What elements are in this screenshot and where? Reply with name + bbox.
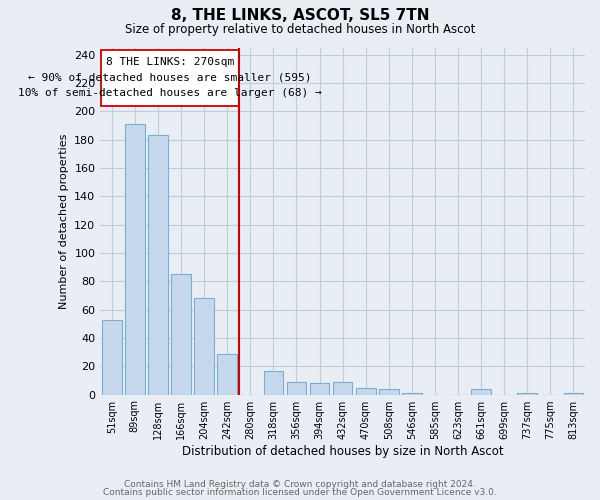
Text: 10% of semi-detached houses are larger (68) →: 10% of semi-detached houses are larger (… [18,88,322,98]
Bar [356,388,376,394]
Bar [102,320,122,394]
Bar [125,124,145,394]
Text: Contains HM Land Registry data © Crown copyright and database right 2024.: Contains HM Land Registry data © Crown c… [124,480,476,489]
Y-axis label: Number of detached properties: Number of detached properties [59,134,68,308]
Bar [148,136,168,394]
Bar [563,393,583,394]
Bar [402,393,422,394]
Text: Size of property relative to detached houses in North Ascot: Size of property relative to detached ho… [125,22,475,36]
Bar [333,382,352,394]
Bar [171,274,191,394]
Bar [287,382,306,394]
Text: Contains public sector information licensed under the Open Government Licence v3: Contains public sector information licen… [103,488,497,497]
Bar [217,354,237,395]
Bar [310,383,329,394]
Bar [194,298,214,394]
Bar [517,393,537,394]
X-axis label: Distribution of detached houses by size in North Ascot: Distribution of detached houses by size … [182,444,503,458]
Bar [472,389,491,394]
Text: 8, THE LINKS, ASCOT, SL5 7TN: 8, THE LINKS, ASCOT, SL5 7TN [171,8,429,22]
Bar [263,370,283,394]
Bar [101,50,239,106]
Bar [379,389,398,394]
Text: 8 THE LINKS: 270sqm: 8 THE LINKS: 270sqm [106,56,234,66]
Text: ← 90% of detached houses are smaller (595): ← 90% of detached houses are smaller (59… [28,72,311,82]
